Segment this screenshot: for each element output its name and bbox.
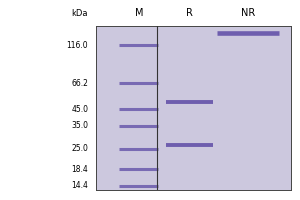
Text: 35.0: 35.0 — [71, 121, 88, 130]
Text: 18.4: 18.4 — [71, 165, 88, 174]
Text: 66.2: 66.2 — [71, 79, 88, 88]
Text: 116.0: 116.0 — [67, 41, 88, 50]
Text: M: M — [135, 8, 143, 18]
Text: NR: NR — [241, 8, 255, 18]
Text: 14.4: 14.4 — [71, 181, 88, 190]
Text: kDa: kDa — [72, 9, 88, 18]
Text: 25.0: 25.0 — [71, 144, 88, 153]
Text: 45.0: 45.0 — [71, 105, 88, 114]
Text: R: R — [186, 8, 193, 18]
